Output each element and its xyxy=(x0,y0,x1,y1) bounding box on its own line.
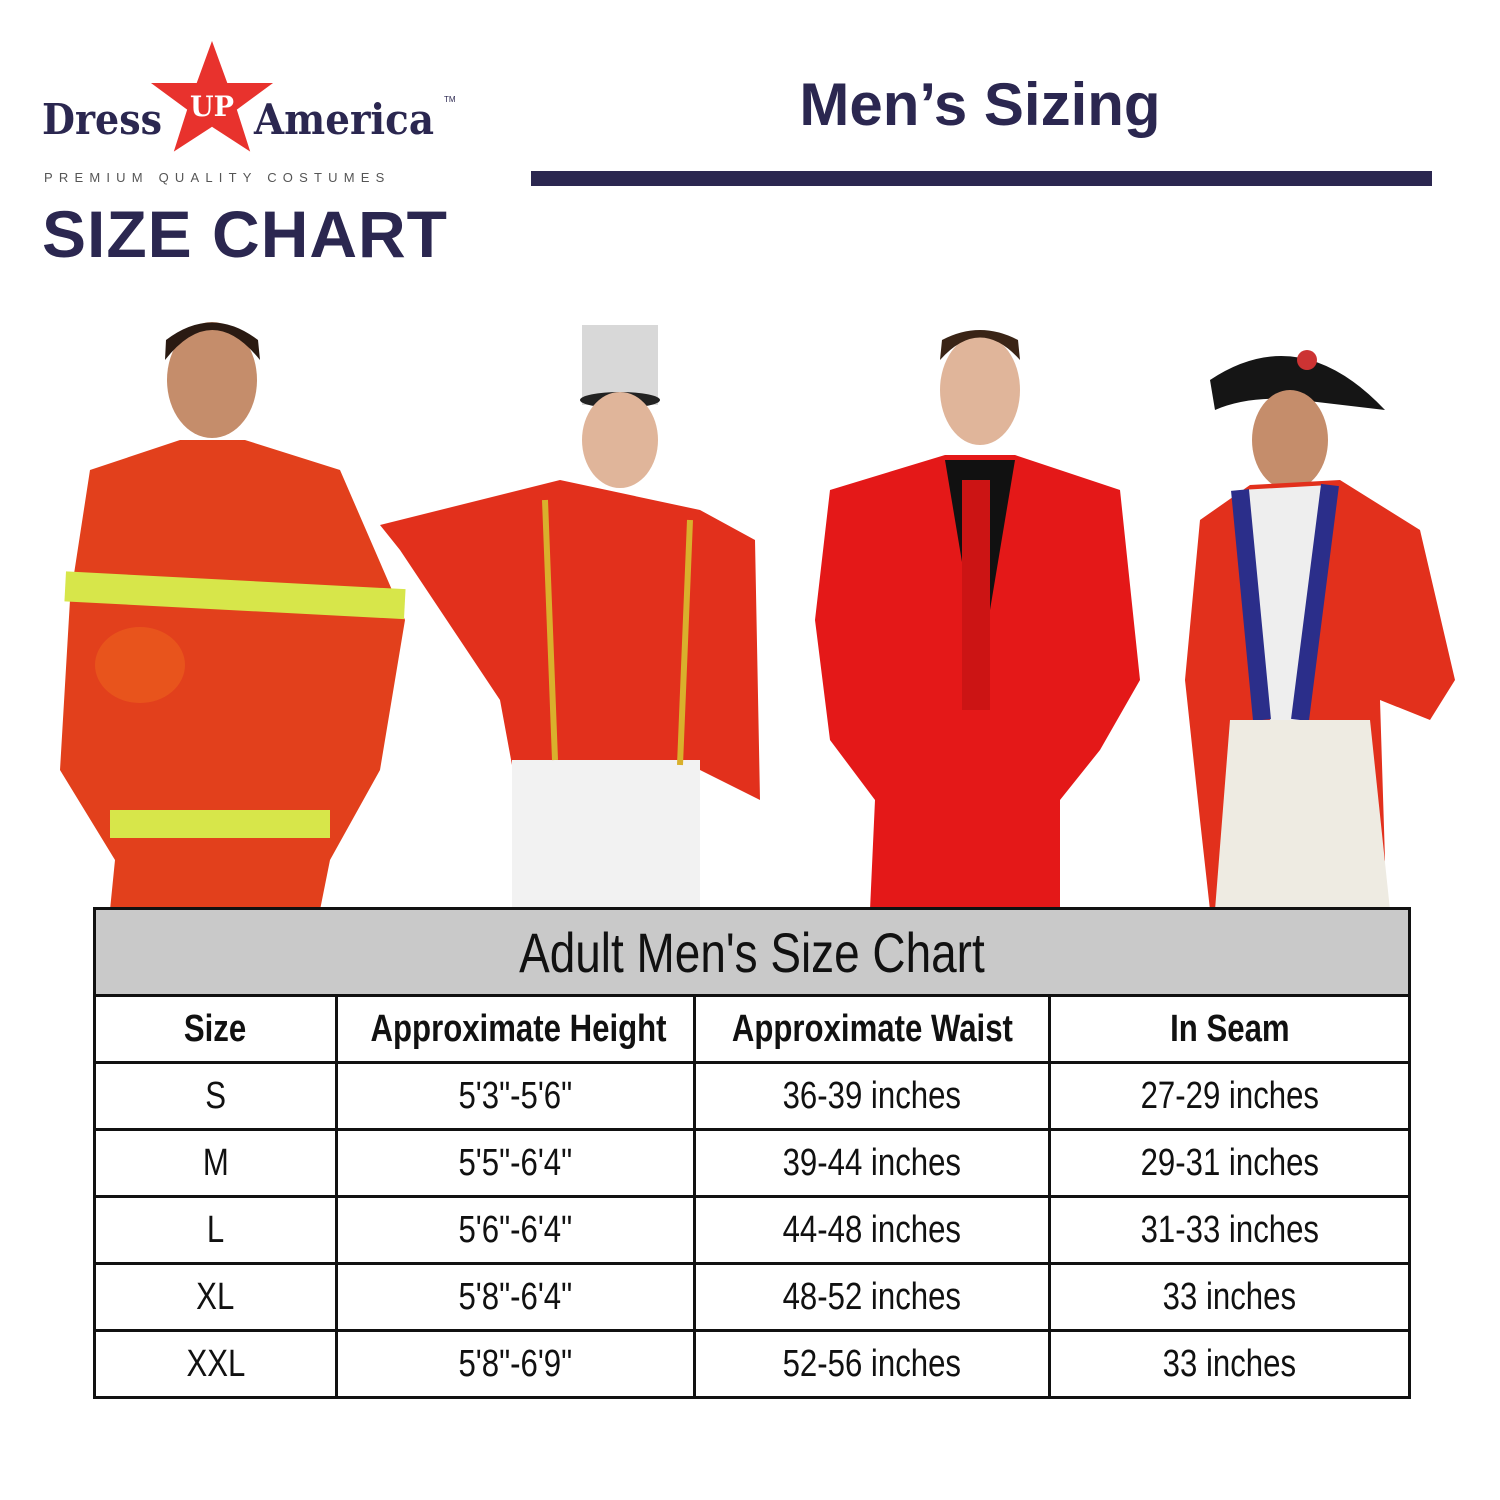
inseam-cell: 33 inches xyxy=(1048,1262,1411,1332)
inseam-cell: 27-29 inches xyxy=(1048,1061,1411,1131)
waist-cell: 48-52 inches xyxy=(693,1262,1051,1332)
header-inseam: In Seam xyxy=(1048,994,1411,1064)
svg-text:UP: UP xyxy=(190,90,234,123)
svg-text:America: America xyxy=(253,95,434,144)
size-cell: M xyxy=(93,1128,338,1198)
title-underline xyxy=(531,171,1432,186)
red-suit-costume-photo xyxy=(815,330,1140,910)
toy-soldier-costume-photo xyxy=(380,325,760,910)
header-size: Size xyxy=(93,994,338,1064)
dress-up-america-logo: Dress UP America TM xyxy=(42,36,456,157)
svg-text:TM: TM xyxy=(444,95,456,104)
height-cell: 5'6"-6'4" xyxy=(335,1195,696,1265)
inseam-cell: 29-31 inches xyxy=(1048,1128,1411,1198)
size-cell: L xyxy=(93,1195,338,1265)
header-height: Approximate Height xyxy=(335,994,696,1064)
colonial-redcoat-costume-photo xyxy=(1185,350,1455,910)
header-waist: Approximate Waist xyxy=(693,994,1051,1064)
size-chart-heading: SIZE CHART xyxy=(42,197,448,271)
waist-cell: 52-56 inches xyxy=(693,1329,1051,1399)
firefighter-costume-photo xyxy=(60,322,406,910)
height-cell: 5'8"-6'4" xyxy=(335,1262,696,1332)
costume-photos xyxy=(60,322,1455,910)
svg-text:Dress: Dress xyxy=(42,95,162,144)
table-title: Adult Men's Size Chart xyxy=(93,907,1411,997)
star-icon xyxy=(144,36,280,157)
size-cell: S xyxy=(93,1061,338,1131)
waist-cell: 44-48 inches xyxy=(693,1195,1051,1265)
height-cell: 5'8"-6'9" xyxy=(335,1329,696,1399)
size-cell: XL xyxy=(93,1262,338,1332)
waist-cell: 39-44 inches xyxy=(693,1128,1051,1198)
size-cell: XXL xyxy=(93,1329,338,1399)
inseam-cell: 31-33 inches xyxy=(1048,1195,1411,1265)
table-row: L 5'6"-6'4" 44-48 inches 31-33 inches xyxy=(93,1195,1411,1265)
table-row: XXL 5'8"-6'9" 52-56 inches 33 inches xyxy=(93,1329,1411,1399)
brand-tagline: PREMIUM QUALITY COSTUMES xyxy=(44,170,391,185)
height-cell: 5'5"-6'4" xyxy=(335,1128,696,1198)
table-title-row: Adult Men's Size Chart xyxy=(93,907,1411,997)
table-row: S 5'3"-5'6" 36-39 inches 27-29 inches xyxy=(93,1061,1411,1131)
table-header-row: Size Approximate Height Approximate Wais… xyxy=(93,994,1411,1064)
waist-cell: 36-39 inches xyxy=(693,1061,1051,1131)
table-row: XL 5'8"-6'4" 48-52 inches 33 inches xyxy=(93,1262,1411,1332)
inseam-cell: 33 inches xyxy=(1048,1329,1411,1399)
height-cell: 5'3"-5'6" xyxy=(335,1061,696,1131)
page-title: Men’s Sizing xyxy=(799,71,1161,138)
table-row: M 5'5"-6'4" 39-44 inches 29-31 inches xyxy=(93,1128,1411,1198)
size-chart-table: Adult Men's Size Chart Size Approximate … xyxy=(93,907,1411,1399)
